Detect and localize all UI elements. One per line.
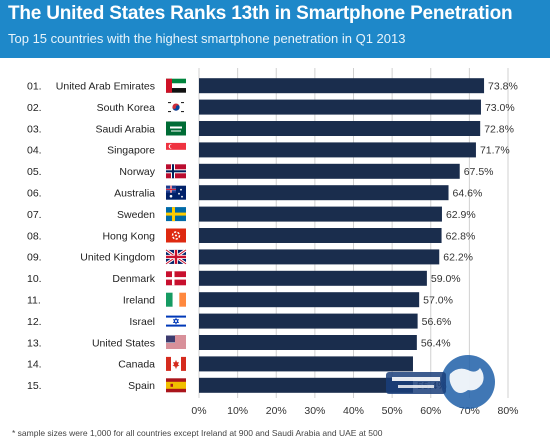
bar: [199, 292, 420, 308]
header-banner: The United States Ranks 13th in Smartpho…: [0, 0, 550, 58]
bar: [199, 78, 485, 94]
bar-value-label: 67.5%: [464, 166, 494, 178]
canada-flag-icon: [166, 356, 186, 371]
rank-label: 02.: [27, 102, 42, 114]
bar-value-label: 62.8%: [446, 230, 476, 242]
denmark-flag-icon: [166, 271, 186, 286]
bar-value-label: 59.0%: [431, 273, 461, 285]
country-label: United Kingdom: [80, 252, 155, 264]
country-label: Australia: [114, 188, 155, 200]
uae-flag-icon: [166, 78, 186, 93]
x-tick-label: 80%: [497, 405, 518, 417]
x-tick-label: 20%: [266, 405, 287, 417]
israel-flag-icon: [166, 314, 186, 329]
x-tick-label: 10%: [227, 405, 248, 417]
singapore-flag-icon: [166, 142, 186, 157]
bar: [199, 121, 481, 136]
country-label: Spain: [128, 380, 155, 392]
rank-label: 12.: [27, 316, 42, 328]
united-kingdom-flag-icon: [165, 248, 187, 266]
country-label: South Korea: [97, 102, 156, 114]
rank-label: 05.: [27, 166, 42, 178]
rank-label: 04.: [27, 145, 42, 157]
saudi-arabia-flag-icon: [166, 121, 186, 136]
rank-label: 08.: [27, 230, 42, 242]
bar: [199, 185, 449, 201]
bar: [199, 206, 442, 222]
south-korea-flag-icon: [166, 100, 186, 115]
bar: [199, 99, 481, 115]
country-label: Hong Kong: [102, 230, 155, 242]
country-label: Canada: [118, 359, 155, 371]
bar-value-label: 56.4%: [421, 337, 451, 349]
rank-label: 15.: [27, 380, 42, 392]
bar: [199, 335, 417, 350]
hong-kong-flag-icon: [166, 228, 186, 243]
country-label: Norway: [119, 166, 155, 178]
rank-label: 01.: [27, 81, 42, 93]
rank-label: 03.: [27, 123, 42, 135]
footnote: * sample sizes were 1,000 for all countr…: [12, 428, 383, 438]
bar-value-label: 62.9%: [446, 209, 476, 221]
rank-label: 14.: [27, 359, 42, 371]
x-tick-label: 50%: [382, 405, 403, 417]
bar: [199, 377, 413, 393]
x-tick-label: 30%: [304, 405, 325, 417]
rank-label: 06.: [27, 188, 42, 200]
bar-value-label: 64.6%: [453, 188, 483, 200]
bar-value-label: 73.8%: [488, 81, 518, 93]
rank-label: 10.: [27, 273, 42, 285]
chart-title: The United States Ranks 13th in Smartpho…: [8, 3, 513, 24]
country-label: Sweden: [117, 209, 155, 221]
sweden-flag-icon: [166, 207, 186, 222]
norway-flag-icon: [166, 164, 186, 179]
australia-flag-icon: [166, 185, 186, 200]
country-label: Saudi Arabia: [95, 123, 155, 135]
bar-value-label: 71.7%: [480, 145, 510, 157]
rank-label: 07.: [27, 209, 42, 221]
bar: [199, 163, 460, 179]
bar-value-label: 62.2%: [443, 252, 473, 264]
chart-subtitle: Top 15 countries with the highest smartp…: [8, 31, 406, 46]
x-tick-label: 40%: [343, 405, 364, 417]
bar: [199, 270, 427, 286]
bar-value-label: 73.0%: [485, 102, 515, 114]
x-tick-label: 0%: [191, 405, 206, 417]
country-label: United Arab Emirates: [56, 81, 155, 93]
ireland-flag-icon: [166, 292, 186, 307]
country-label: Denmark: [112, 273, 155, 285]
country-label: United States: [92, 337, 155, 349]
bar-value-label: 56.6%: [422, 316, 452, 328]
bar-value-label: 72.8%: [484, 123, 514, 135]
bar-value-label: 57.0%: [423, 295, 453, 307]
rank-label: 09.: [27, 252, 42, 264]
rank-label: 13.: [27, 337, 42, 349]
country-label: Singapore: [107, 145, 155, 157]
united-states-flag-icon: [166, 335, 186, 350]
bar: [199, 249, 440, 265]
country-label: Ireland: [123, 295, 155, 307]
bar: [199, 142, 476, 158]
x-tick-label: 60%: [420, 405, 441, 417]
sada-logo-watermark: [386, 355, 495, 409]
spain-flag-icon: [166, 378, 186, 393]
bar: [199, 356, 413, 372]
country-label: Israel: [129, 316, 155, 328]
rank-label: 11.: [27, 295, 41, 307]
bar: [199, 313, 418, 329]
bar: [199, 228, 442, 243]
